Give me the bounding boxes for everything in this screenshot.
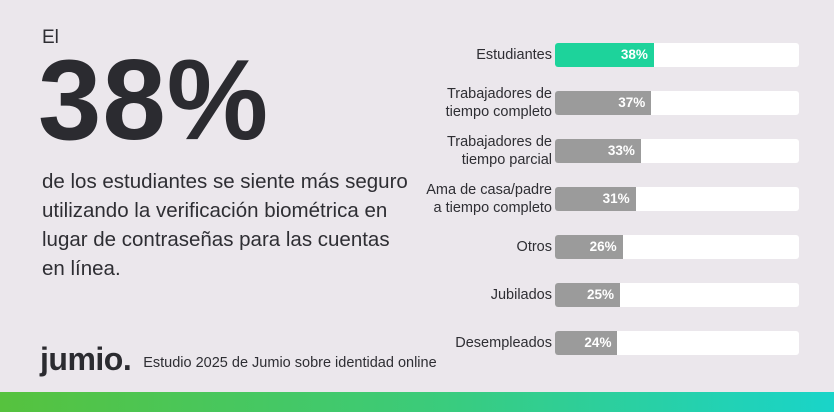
bar-track: 24% [555,331,799,355]
bar-label: Desempleados [455,335,552,351]
bottom-gradient-band [0,392,834,412]
bar-label: Trabajadores de tiempo parcial [446,134,552,168]
bar-value-label: 24% [584,335,612,350]
bar-label: Otros [516,239,552,255]
bar-track: 25% [555,283,799,307]
headline-stat: 38% [38,37,270,164]
bar: 25% [555,283,621,307]
source-note: Estudio 2025 de Jumio sobre identidad on… [143,355,437,371]
bar-track: 31% [555,187,799,211]
bar-track: 26% [555,235,799,259]
bar-chart: Estudiantes 38% Trabajadores de tiempo comp… [400,0,834,392]
bar-track: 33% [555,139,799,163]
jumio-logo: jumio. [40,341,132,377]
bar-value-label: 37% [618,95,646,110]
bar-value-label: 26% [589,239,617,254]
bar-label: Jubilados [490,287,552,303]
bar-value-label: 33% [607,143,635,158]
brand-footer: jumio. Estudio 2025 de Jumio sobre ident… [40,343,437,375]
bar-value-label: 25% [587,287,615,302]
stat-description: de los estudiantes se siente más seguro … [42,170,408,280]
bar-track: 37% [555,91,799,115]
bar-label: Estudiantes [476,47,552,63]
intro-text: El [42,27,59,48]
bar: 31% [555,187,636,211]
bar-value-label: 38% [620,47,648,62]
bar: 37% [555,91,652,115]
bar: 26% [555,235,623,259]
bar-label: Trabajadores de tiempo completo [445,86,552,120]
bar-track: 38% [555,43,799,67]
bar: 33% [555,139,641,163]
bar: 24% [555,331,618,355]
bar: 38% [555,43,654,67]
bar-value-label: 31% [602,191,630,206]
bar-label: Ama de casa/padre a tiempo completo [426,182,552,216]
